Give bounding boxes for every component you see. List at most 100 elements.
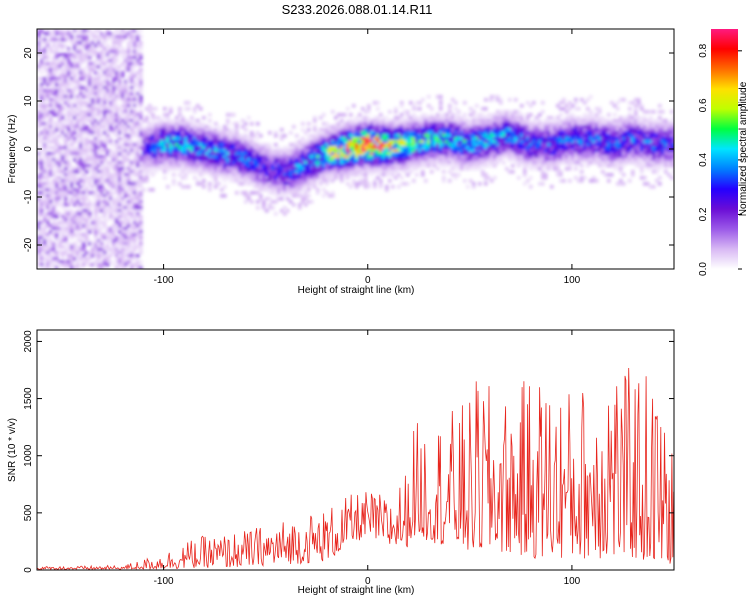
heatmap-cell: [445, 164, 449, 168]
heatmap-cell: [469, 140, 473, 144]
heatmap-cell: [319, 158, 323, 162]
heatmap-cell: [49, 110, 53, 114]
heatmap-cell: [118, 215, 122, 219]
heatmap-cell: [52, 179, 56, 183]
heatmap-cell: [43, 239, 47, 243]
heatmap-cell: [547, 158, 551, 162]
heatmap-cell: [151, 188, 155, 192]
heatmap-cell: [229, 134, 233, 138]
heatmap-cell: [67, 230, 71, 234]
heatmap-cell: [115, 68, 119, 72]
heatmap-cell: [112, 95, 116, 99]
heatmap-cell: [331, 149, 335, 153]
heatmap-cell: [52, 32, 56, 36]
heatmap-cell: [40, 203, 44, 207]
heatmap-cell: [256, 158, 260, 162]
heatmap-cell: [154, 131, 158, 135]
heatmap-cell: [109, 182, 113, 186]
heatmap-cell: [493, 146, 497, 150]
heatmap-cell: [415, 173, 419, 177]
heatmap-cell: [82, 191, 86, 195]
heatmap-cell: [124, 239, 128, 243]
heatmap-cell: [58, 35, 62, 39]
heatmap-cell: [547, 143, 551, 147]
heatmap-cell: [70, 47, 74, 51]
heatmap-cell: [493, 134, 497, 138]
heatmap-cell: [76, 209, 80, 213]
heatmap-cell: [277, 188, 281, 192]
heatmap-cell: [97, 140, 101, 144]
heatmap-cell: [85, 155, 89, 159]
heatmap-cell: [64, 59, 68, 63]
heatmap-cell: [109, 185, 113, 189]
heatmap-cell: [115, 149, 119, 153]
heatmap-cell: [307, 176, 311, 180]
heatmap-cell: [409, 146, 413, 150]
heatmap-cell: [301, 179, 305, 183]
heatmap-cell: [343, 140, 347, 144]
heatmap-cell: [508, 122, 512, 126]
heatmap-cell: [43, 236, 47, 240]
heatmap-cell: [49, 155, 53, 159]
heatmap-cell: [529, 143, 533, 147]
heatmap-cell: [520, 125, 524, 129]
heatmap-cell: [283, 134, 287, 138]
heatmap-cell: [103, 68, 107, 72]
heatmap-cell: [70, 83, 74, 87]
heatmap-cell: [88, 119, 92, 123]
heatmap-cell: [205, 149, 209, 153]
heatmap-cell: [40, 206, 44, 210]
heatmap-cell: [100, 131, 104, 135]
heatmap-cell: [73, 77, 77, 81]
heatmap-cell: [541, 137, 545, 141]
heatmap-cell: [46, 257, 50, 261]
heatmap-cell: [130, 263, 134, 267]
heatmap-cell: [172, 155, 176, 159]
heatmap-cell: [130, 173, 134, 177]
heatmap-cell: [472, 143, 476, 147]
heatmap-cell: [427, 122, 431, 126]
heatmap-cell: [46, 185, 50, 189]
heatmap-cell: [124, 131, 128, 135]
heatmap-cell: [172, 149, 176, 153]
heatmap-cell: [154, 116, 158, 120]
heatmap-cell: [115, 155, 119, 159]
heatmap-cell: [115, 74, 119, 78]
heatmap-cell: [466, 185, 470, 189]
heatmap-cell: [541, 164, 545, 168]
heatmap-cell: [319, 116, 323, 120]
heatmap-cell: [64, 98, 68, 102]
heatmap-cell: [328, 170, 332, 174]
heatmap-cell: [181, 185, 185, 189]
heatmap-cell: [139, 152, 143, 156]
heatmap-cell: [223, 194, 227, 198]
heatmap-cell: [85, 86, 89, 90]
heatmap-cell: [160, 134, 164, 138]
heatmap-cell: [454, 149, 458, 153]
heatmap-cell: [355, 185, 359, 189]
heatmap-cell: [526, 152, 530, 156]
heatmap-cell: [364, 140, 368, 144]
heatmap-cell: [472, 161, 476, 165]
heatmap-cell: [226, 161, 230, 165]
heatmap-cell: [430, 140, 434, 144]
heatmap-cell: [130, 134, 134, 138]
heatmap-cell: [109, 161, 113, 165]
heatmap-cell: [481, 170, 485, 174]
heatmap-cell: [238, 173, 242, 177]
heatmap-cell: [109, 230, 113, 234]
heatmap-cell: [394, 116, 398, 120]
heatmap-cell: [352, 152, 356, 156]
heatmap-cell: [64, 176, 68, 180]
heatmap-cell: [382, 119, 386, 123]
heatmap-cell: [301, 173, 305, 177]
heatmap-cell: [121, 98, 125, 102]
heatmap-cell: [451, 143, 455, 147]
heatmap-cell: [376, 131, 380, 135]
heatmap-cell: [64, 53, 68, 57]
heatmap-cell: [52, 80, 56, 84]
heatmap-cell: [61, 158, 65, 162]
heatmap-cell: [325, 131, 329, 135]
heatmap-cell: [73, 218, 77, 222]
heatmap-cell: [364, 158, 368, 162]
